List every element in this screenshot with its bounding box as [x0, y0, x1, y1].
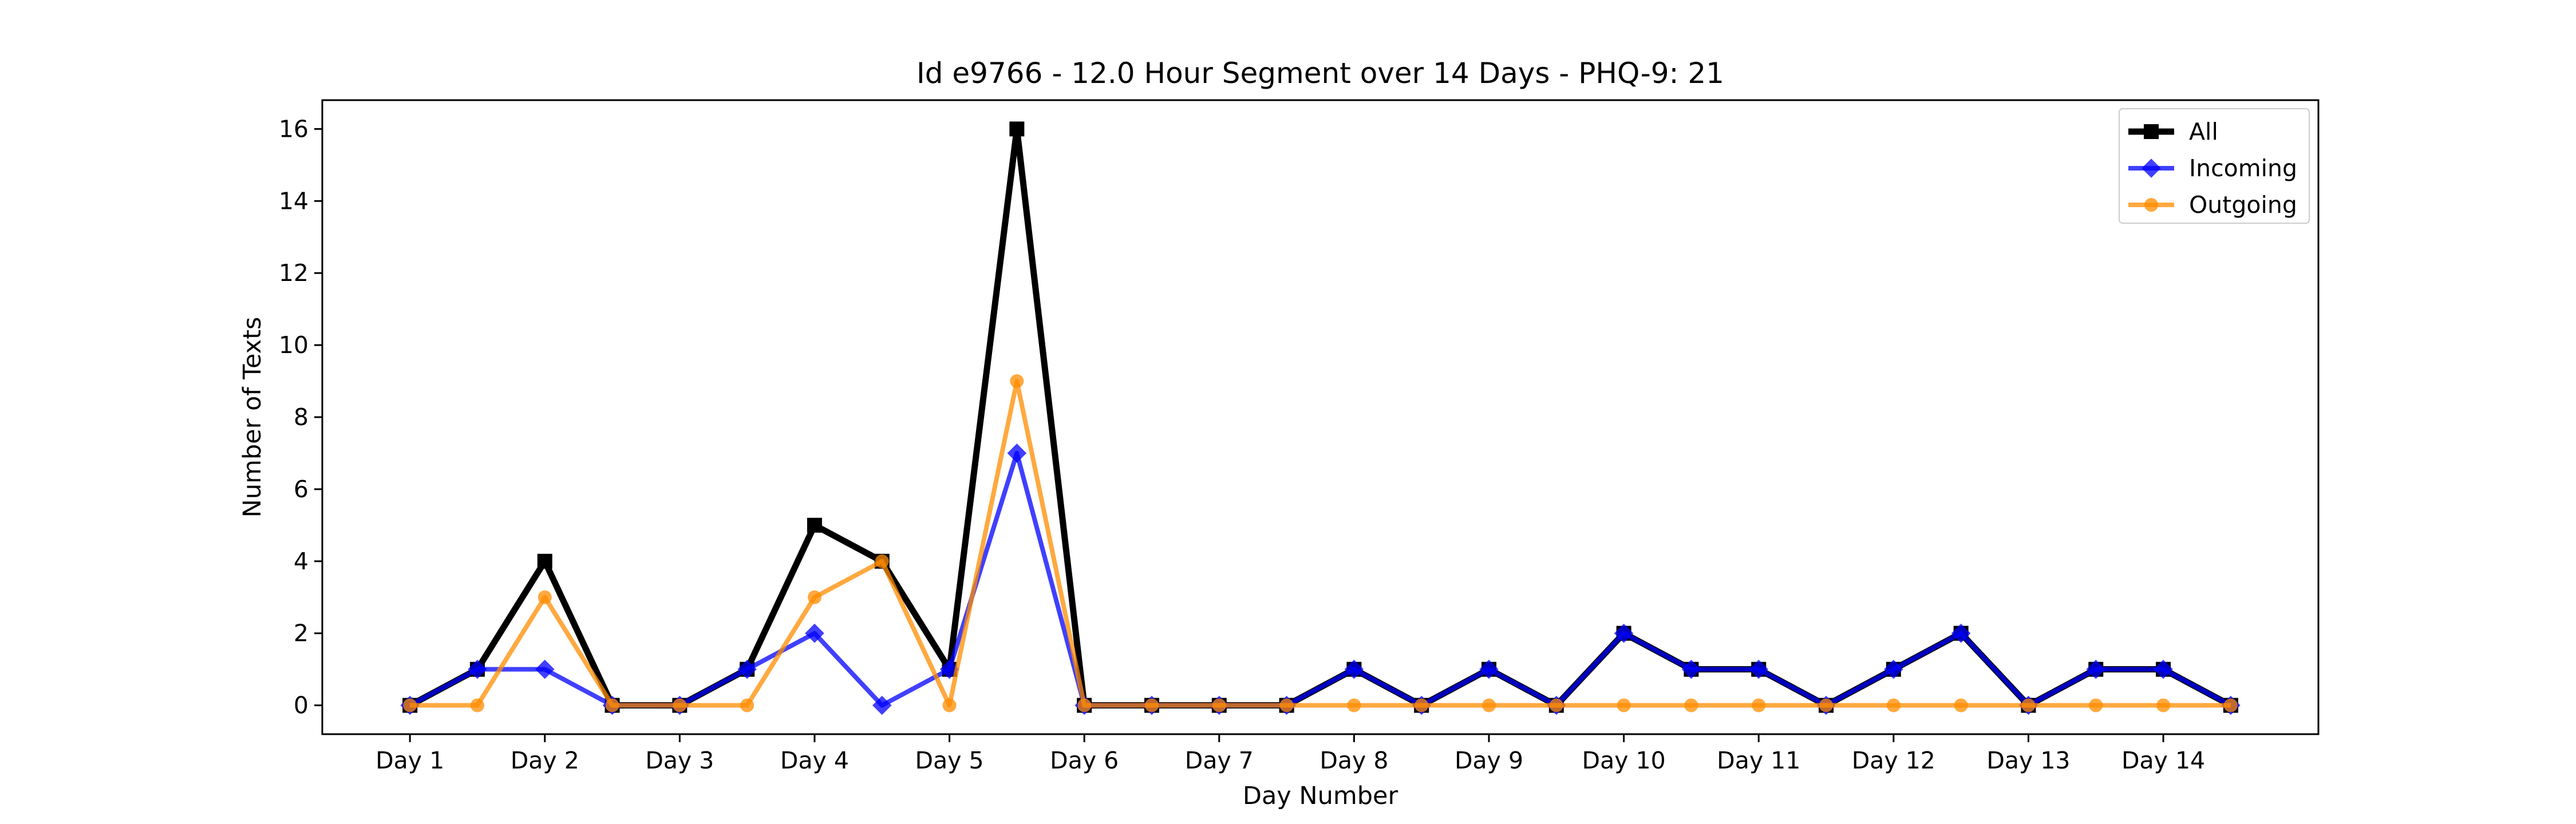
legend-box: [2119, 108, 2310, 224]
chart-title: Id e9766 - 12.0 Hour Segment over 14 Day…: [916, 57, 1724, 90]
outgoing-point: [2089, 698, 2103, 712]
y-tick-label: 0: [294, 692, 309, 719]
outgoing-point: [1549, 698, 1563, 712]
incoming-point: [1479, 659, 1499, 679]
outgoing-point: [1954, 698, 1968, 712]
incoming-point: [1344, 659, 1364, 679]
x-tick-label: Day 2: [511, 747, 579, 774]
outgoing-point: [1617, 698, 1631, 712]
x-tick-label: Day 9: [1455, 747, 1523, 774]
all-point: [1009, 121, 1025, 137]
x-tick-label: Day 13: [1986, 747, 2070, 774]
all-point: [807, 517, 822, 533]
x-tick-label: Day 6: [1050, 747, 1119, 774]
y-tick-label: 8: [294, 403, 309, 431]
outgoing-point: [2021, 698, 2036, 712]
outgoing-point: [740, 698, 754, 712]
incoming-point: [737, 659, 757, 679]
outgoing-point: [470, 698, 484, 712]
incoming-point: [1884, 659, 1903, 679]
outgoing-line: [410, 379, 2231, 708]
outgoing-point: [1212, 698, 1226, 712]
x-tick-label: Day 1: [376, 747, 444, 774]
incoming-point: [2086, 659, 2106, 679]
legend-label-all: All: [2189, 118, 2218, 145]
outgoing-point: [538, 590, 552, 604]
incoming-point: [2154, 659, 2173, 679]
x-tick-label: Day 10: [1582, 747, 1666, 774]
incoming-point: [1007, 443, 1027, 463]
x-tick-label: Day 14: [2121, 747, 2205, 774]
x-tick-label: Day 3: [645, 747, 714, 774]
y-tick-label: 2: [294, 620, 309, 647]
y-tick-label: 4: [294, 548, 309, 575]
legend-incoming-point: [2142, 159, 2161, 178]
y-tick-label: 10: [279, 331, 309, 359]
outgoing-point: [807, 590, 821, 604]
outgoing-point: [1347, 698, 1361, 712]
incoming-point: [468, 659, 487, 679]
plot-area: 0 2 4 6 8 10 12 14 16 Day 1 Day 2 Day 3 Day 4 Day 5 Da…: [279, 99, 2320, 774]
x-tick-label: Day 11: [1717, 747, 1800, 774]
outgoing-point: [2156, 698, 2171, 712]
y-tick-label: 16: [279, 115, 309, 142]
y-tick-label: 14: [279, 187, 309, 215]
x-tick-label: Day 12: [1852, 747, 1935, 774]
outgoing-point: [1752, 698, 1766, 712]
outgoing-point: [1144, 698, 1159, 712]
outgoing-point: [942, 698, 957, 712]
outgoing-point: [1684, 698, 1698, 712]
legend-item-outgoing: Outgoing: [2128, 191, 2297, 219]
incoming-point: [535, 659, 555, 679]
outgoing-series: [403, 374, 2238, 712]
outgoing-point: [1010, 374, 1024, 389]
outgoing-point: [2223, 698, 2238, 712]
outgoing-point: [1279, 698, 1294, 712]
y-tick-label: 12: [279, 259, 309, 287]
all-point: [537, 553, 552, 569]
outgoing-point: [1077, 698, 1092, 712]
incoming-line: [409, 450, 2232, 708]
outgoing-point: [1415, 698, 1429, 712]
legend: All Incoming Outgoing: [2119, 108, 2310, 224]
y-axis-title: Number of Texts: [238, 317, 267, 518]
incoming-point: [805, 623, 824, 643]
outgoing-point: [605, 698, 619, 712]
outgoing-point: [1482, 698, 1496, 712]
outgoing-point: [673, 698, 687, 712]
x-tick-label: Day 5: [915, 747, 984, 774]
plot-frame: [321, 99, 2320, 735]
incoming-point: [1681, 659, 1701, 679]
legend-label-incoming: Incoming: [2189, 154, 2297, 182]
incoming-point: [1951, 623, 1971, 643]
incoming-series: [400, 443, 2241, 715]
x-tick-label: Day 8: [1319, 747, 1388, 774]
outgoing-point: [1819, 698, 1834, 712]
x-axis-title: Day Number: [1243, 782, 1398, 810]
legend-all-point: [2144, 124, 2159, 139]
legend-outgoing-point: [2144, 198, 2158, 212]
outgoing-point: [403, 698, 417, 712]
incoming-point: [1749, 659, 1769, 679]
x-tick-label: Day 7: [1185, 747, 1254, 774]
x-tick-label: Day 4: [780, 747, 849, 774]
incoming-point: [872, 695, 892, 715]
legend-item-all: All: [2128, 118, 2218, 145]
all-series: [402, 121, 2238, 713]
outgoing-point: [875, 554, 889, 568]
all-line: [408, 125, 2233, 709]
outgoing-point: [1886, 698, 1901, 712]
incoming-point: [1614, 623, 1634, 643]
y-tick-label: 6: [294, 476, 309, 503]
legend-label-outgoing: Outgoing: [2189, 191, 2297, 219]
legend-item-incoming: Incoming: [2128, 154, 2297, 182]
